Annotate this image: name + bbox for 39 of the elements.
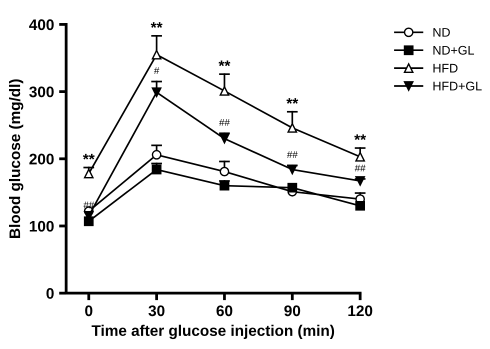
point xyxy=(220,166,230,176)
annotation: ## xyxy=(354,164,366,172)
point xyxy=(220,180,230,191)
legend-label: ND+GL xyxy=(433,46,474,55)
annotation: ** xyxy=(82,154,95,160)
annotation: ** xyxy=(150,22,163,28)
annotation: ** xyxy=(286,98,298,104)
y-tick-label: 400 xyxy=(29,19,54,30)
y-tick-label: 100 xyxy=(30,220,54,232)
legend-label: HFD+GL xyxy=(433,82,482,91)
x-axis-title: Time after glucose injection (min) xyxy=(92,324,334,340)
point xyxy=(220,86,230,96)
annotation: ** xyxy=(218,60,230,66)
legend-label: HFD xyxy=(433,64,458,72)
y-tick-label: 200 xyxy=(29,154,54,164)
point xyxy=(220,134,230,144)
legend-label: ND xyxy=(433,28,450,37)
point xyxy=(355,152,366,162)
point xyxy=(152,50,162,60)
point xyxy=(152,87,162,98)
x-tick-label: 30 xyxy=(148,305,164,316)
point xyxy=(287,164,298,174)
y-tick-label: 300 xyxy=(29,86,54,98)
point xyxy=(355,176,366,186)
point xyxy=(152,150,162,160)
point xyxy=(152,164,162,174)
point xyxy=(355,200,366,211)
annotation: ** xyxy=(354,134,366,140)
x-tick-label: 90 xyxy=(284,305,300,316)
x-tick-label: 120 xyxy=(348,305,372,316)
y-axis-title: Blood glucose (mg/dl) xyxy=(8,79,24,238)
annotation: # xyxy=(154,67,160,74)
annotation: ## xyxy=(286,151,298,158)
annotation: ## xyxy=(219,119,230,126)
x-tick-label: 60 xyxy=(216,305,232,316)
point xyxy=(287,123,298,133)
point xyxy=(287,182,298,193)
x-tick-label: 0 xyxy=(85,305,92,316)
y-tick-label: 0 xyxy=(46,288,54,299)
